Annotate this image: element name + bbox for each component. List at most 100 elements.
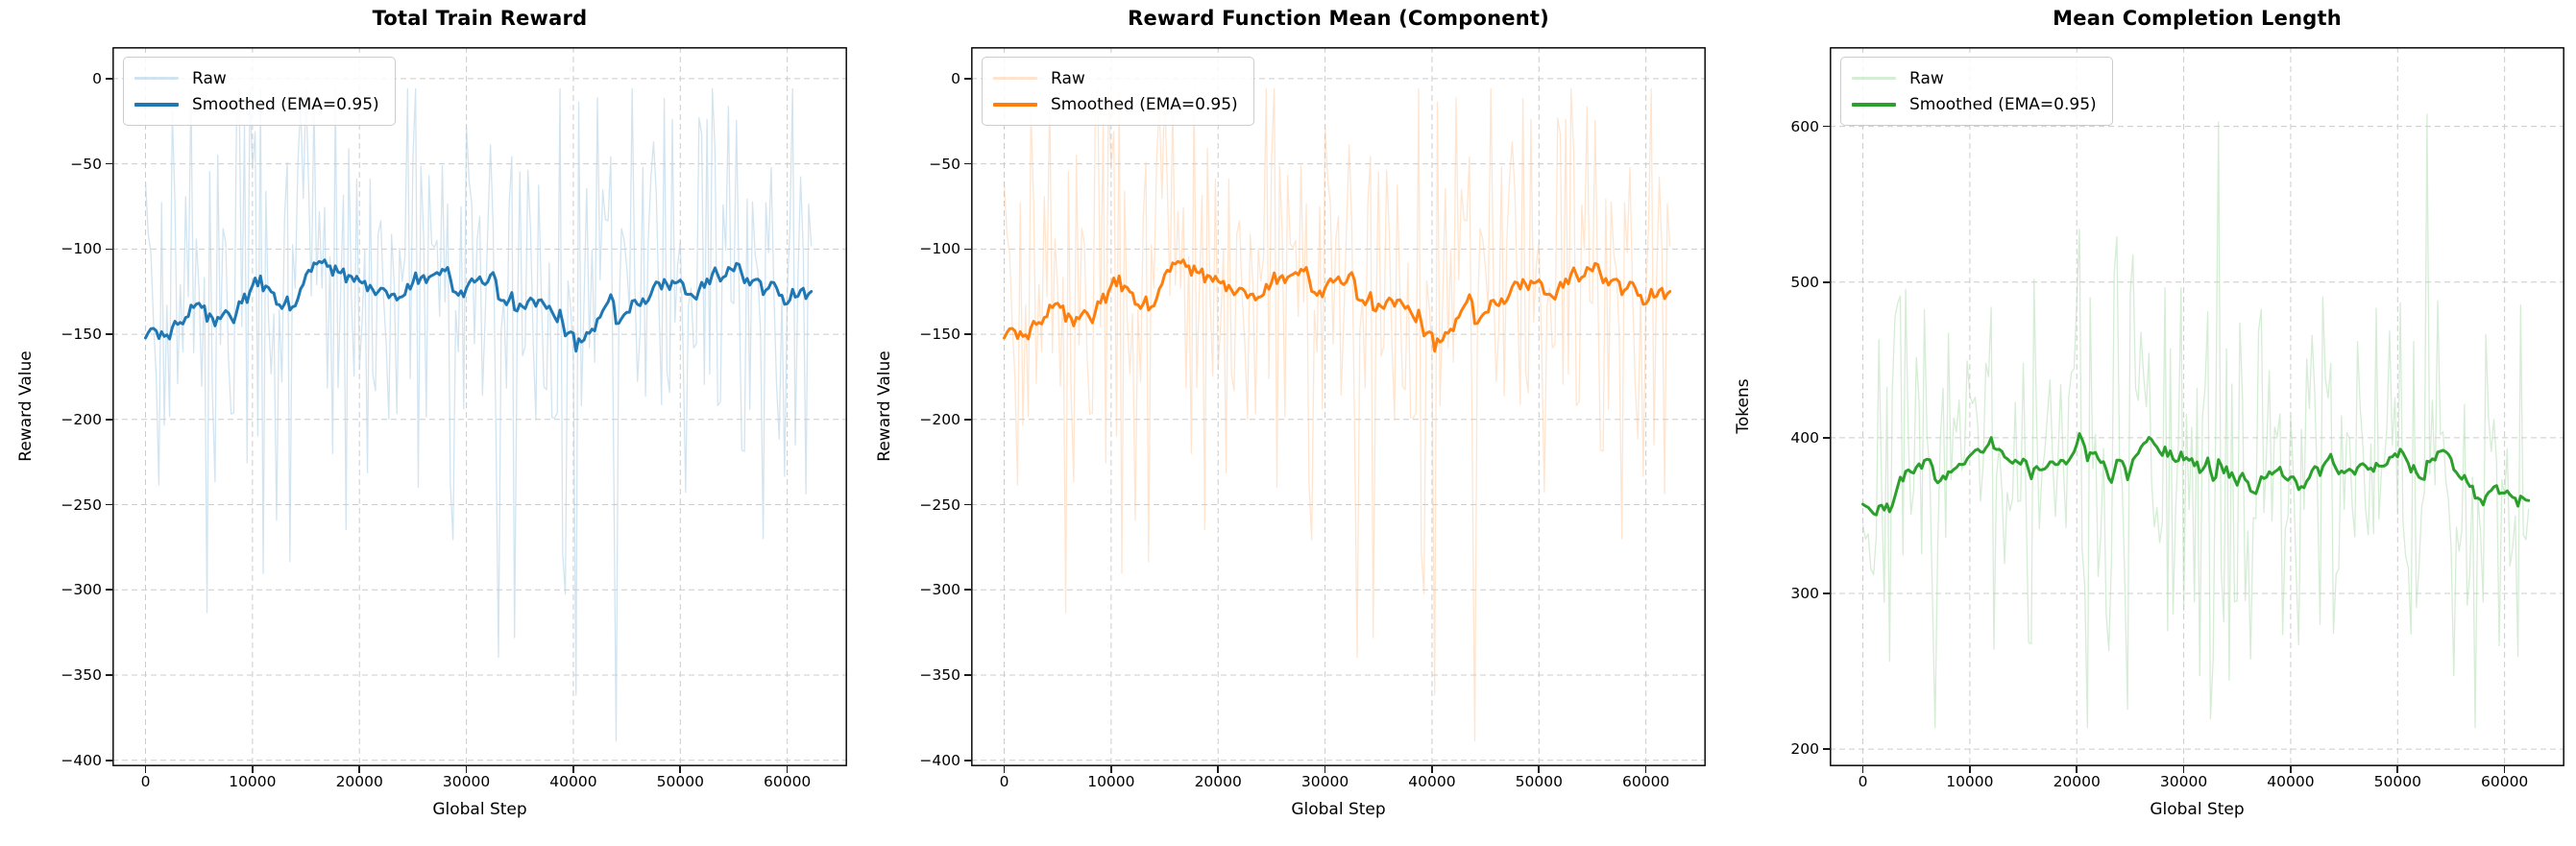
- y-axis-label: Reward Value: [16, 350, 36, 462]
- y-tick-label: −100: [919, 240, 960, 258]
- x-tick-label: 40000: [549, 773, 597, 790]
- y-tick-mark: [964, 333, 971, 335]
- y-tick-label: −200: [61, 410, 102, 428]
- y-axis-label: Reward Value: [875, 350, 894, 462]
- y-tick-mark: [106, 333, 112, 335]
- x-tick-label: 30000: [1300, 773, 1349, 790]
- x-tick-label: 0: [1858, 773, 1868, 790]
- smoothed-line-swatch: [1852, 102, 1896, 107]
- y-tick-label: −250: [919, 496, 960, 514]
- x-tick-label: 10000: [1946, 773, 1994, 790]
- x-tick-label: 60000: [1621, 773, 1670, 790]
- raw-line-swatch: [134, 77, 179, 80]
- x-tick-mark: [2503, 766, 2506, 773]
- y-tick-label: −250: [61, 496, 102, 514]
- x-tick-label: 20000: [2053, 773, 2101, 790]
- x-axis-label: Global Step: [1291, 800, 1386, 819]
- x-tick-mark: [1324, 766, 1326, 773]
- x-tick-mark: [1644, 766, 1647, 773]
- x-axis-label: Global Step: [2150, 800, 2245, 819]
- y-tick-label: 0: [951, 69, 960, 87]
- y-tick-label: −350: [61, 666, 102, 685]
- legend-item-raw: Raw: [134, 65, 379, 91]
- legend-item-raw: Raw: [993, 65, 1238, 91]
- y-axis-label: Tokens: [1734, 378, 1753, 434]
- y-tick-label: −300: [61, 581, 102, 599]
- x-tick-label: 60000: [2480, 773, 2529, 790]
- y-tick-mark: [1823, 125, 1830, 128]
- x-tick-label: 50000: [1515, 773, 1563, 790]
- y-tick-mark: [1823, 281, 1830, 283]
- x-tick-label: 10000: [1087, 773, 1135, 790]
- y-tick-label: −100: [61, 240, 102, 258]
- y-tick-mark: [106, 589, 112, 592]
- y-tick-label: −300: [919, 581, 960, 599]
- x-tick-label: 0: [999, 773, 1009, 790]
- x-tick-mark: [1969, 766, 1971, 773]
- y-tick-label: 0: [92, 69, 102, 87]
- x-tick-label: 20000: [335, 773, 383, 790]
- y-tick-label: 200: [1790, 740, 1819, 759]
- x-tick-label: 40000: [1408, 773, 1456, 790]
- line-plot-canvas: [1830, 47, 2564, 766]
- y-tick-mark: [106, 674, 112, 676]
- y-tick-mark: [964, 78, 971, 80]
- legend-label: Raw: [1909, 68, 1944, 88]
- y-tick-label: −350: [919, 666, 960, 685]
- y-tick-mark: [1823, 437, 1830, 439]
- y-tick-label: −150: [61, 326, 102, 344]
- x-tick-mark: [1217, 766, 1220, 773]
- subplot-reward-function-mean: Reward Function Mean (Component) Reward …: [859, 0, 1717, 846]
- y-tick-mark: [106, 248, 112, 251]
- x-tick-mark: [465, 766, 468, 773]
- y-tick-mark: [964, 589, 971, 592]
- subplot-mean-completion-length: Mean Completion Length Tokens Raw Smooth…: [1717, 0, 2576, 846]
- x-tick-label: 40000: [2267, 773, 2315, 790]
- legend-item-raw: Raw: [1852, 65, 2097, 91]
- subplot-total-train-reward: Total Train Reward Reward Value Raw Smoo…: [0, 0, 859, 846]
- x-tick-mark: [1431, 766, 1433, 773]
- plot-area: Raw Smoothed (EMA=0.95): [112, 47, 847, 766]
- legend: Raw Smoothed (EMA=0.95): [982, 57, 1254, 126]
- smoothed-line-swatch: [993, 102, 1037, 107]
- y-tick-mark: [964, 162, 971, 165]
- y-tick-mark: [106, 78, 112, 80]
- x-tick-mark: [2290, 766, 2292, 773]
- x-tick-mark: [144, 766, 147, 773]
- raw-line-swatch: [1852, 77, 1896, 80]
- legend: Raw Smoothed (EMA=0.95): [1840, 57, 2113, 126]
- y-tick-mark: [106, 419, 112, 421]
- x-tick-mark: [2396, 766, 2399, 773]
- x-tick-label: 60000: [763, 773, 812, 790]
- y-tick-mark: [1823, 592, 1830, 594]
- x-tick-mark: [1538, 766, 1541, 773]
- x-tick-mark: [358, 766, 361, 773]
- x-tick-mark: [2182, 766, 2185, 773]
- plot-area: Raw Smoothed (EMA=0.95): [1830, 47, 2564, 766]
- y-tick-mark: [964, 419, 971, 421]
- x-tick-mark: [679, 766, 682, 773]
- x-tick-mark: [252, 766, 254, 773]
- y-tick-label: 500: [1790, 273, 1819, 291]
- y-tick-mark: [106, 759, 112, 761]
- x-tick-label: 10000: [229, 773, 277, 790]
- y-tick-mark: [964, 759, 971, 761]
- y-tick-mark: [1823, 748, 1830, 750]
- y-tick-label: −400: [919, 751, 960, 769]
- smoothed-line-swatch: [134, 102, 179, 107]
- y-tick-mark: [964, 248, 971, 251]
- y-tick-mark: [106, 162, 112, 165]
- y-tick-label: −50: [70, 155, 102, 173]
- x-tick-label: 50000: [2373, 773, 2421, 790]
- x-tick-mark: [1861, 766, 1864, 773]
- x-tick-mark: [1003, 766, 1006, 773]
- y-tick-mark: [106, 503, 112, 506]
- y-tick-mark: [964, 674, 971, 676]
- line-plot-canvas: [971, 47, 1706, 766]
- legend-item-smoothed: Smoothed (EMA=0.95): [1852, 91, 2097, 117]
- raw-line-swatch: [993, 77, 1037, 80]
- chart-title: Mean Completion Length: [2053, 7, 2342, 30]
- y-tick-label: 300: [1790, 585, 1819, 603]
- y-tick-label: 600: [1790, 117, 1819, 135]
